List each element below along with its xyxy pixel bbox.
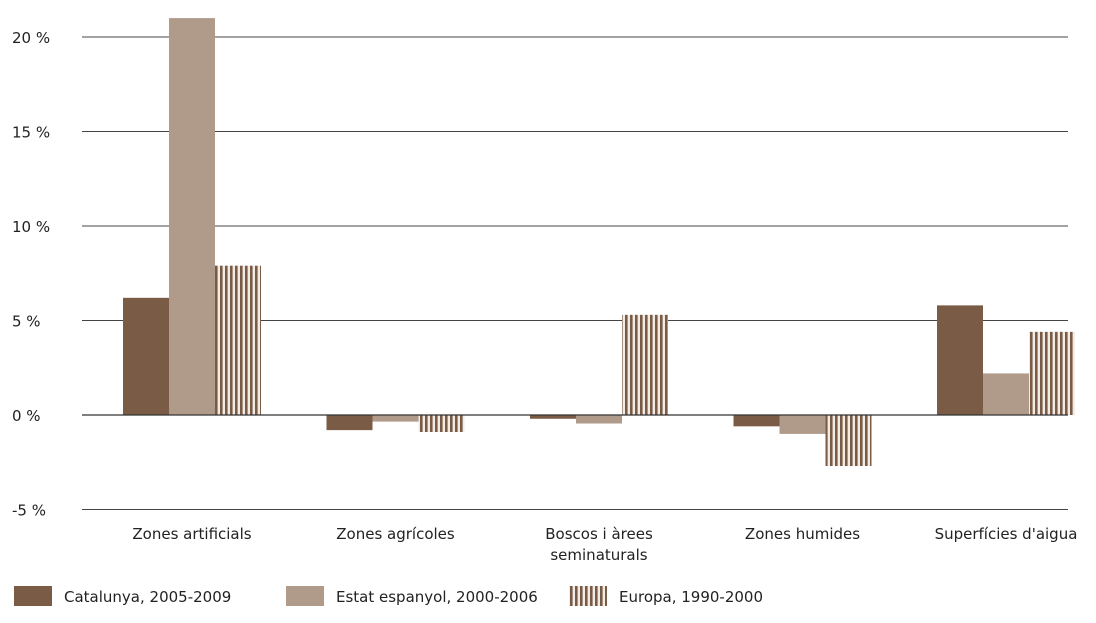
y-tick-label: 10 %: [12, 218, 50, 236]
x-tick-label: Zones artificials: [132, 525, 251, 543]
bar: [1029, 332, 1075, 415]
bar: [123, 298, 169, 415]
bar: [169, 18, 215, 415]
bar: [983, 373, 1029, 415]
x-tick-label: Boscos i àrees: [545, 525, 653, 543]
bar: [780, 415, 826, 434]
x-tick-label: seminaturals: [550, 546, 647, 564]
bar: [373, 415, 419, 422]
bar: [734, 415, 780, 426]
x-axis-tick-labels: Zones artificials Zones agrícoles Boscos i…: [132, 525, 1077, 564]
y-tick-label: 0 %: [12, 407, 41, 425]
legend-label: Catalunya, 2005-2009: [64, 588, 231, 606]
y-axis-tick-labels: 20 % 15 % 10 % 5 % 0 % -5 %: [12, 29, 50, 520]
bar: [215, 266, 261, 415]
legend-label: Estat espanyol, 2000-2006: [336, 588, 538, 606]
legend-swatch: [286, 586, 324, 606]
bar: [937, 305, 983, 415]
x-tick-label: Zones humides: [745, 525, 860, 543]
x-tick-label: Zones agrícoles: [336, 525, 455, 543]
x-tick-label: Superfícies d'aigua: [935, 525, 1078, 543]
y-tick-label: 20 %: [12, 29, 50, 47]
y-tick-label: 5 %: [12, 313, 41, 331]
y-tick-label: 15 %: [12, 124, 50, 142]
bars: [123, 18, 1075, 466]
legend: Catalunya, 2005-2009 Estat espanyol, 2000…: [14, 586, 763, 606]
bar: [622, 315, 668, 415]
bar: [576, 415, 622, 424]
bar: [419, 415, 465, 432]
legend-label: Europa, 1990-2000: [619, 588, 763, 606]
y-tick-label: -5 %: [12, 502, 46, 520]
bar: [327, 415, 373, 430]
bar: [826, 415, 872, 466]
legend-swatch: [569, 586, 607, 606]
legend-swatch: [14, 586, 52, 606]
